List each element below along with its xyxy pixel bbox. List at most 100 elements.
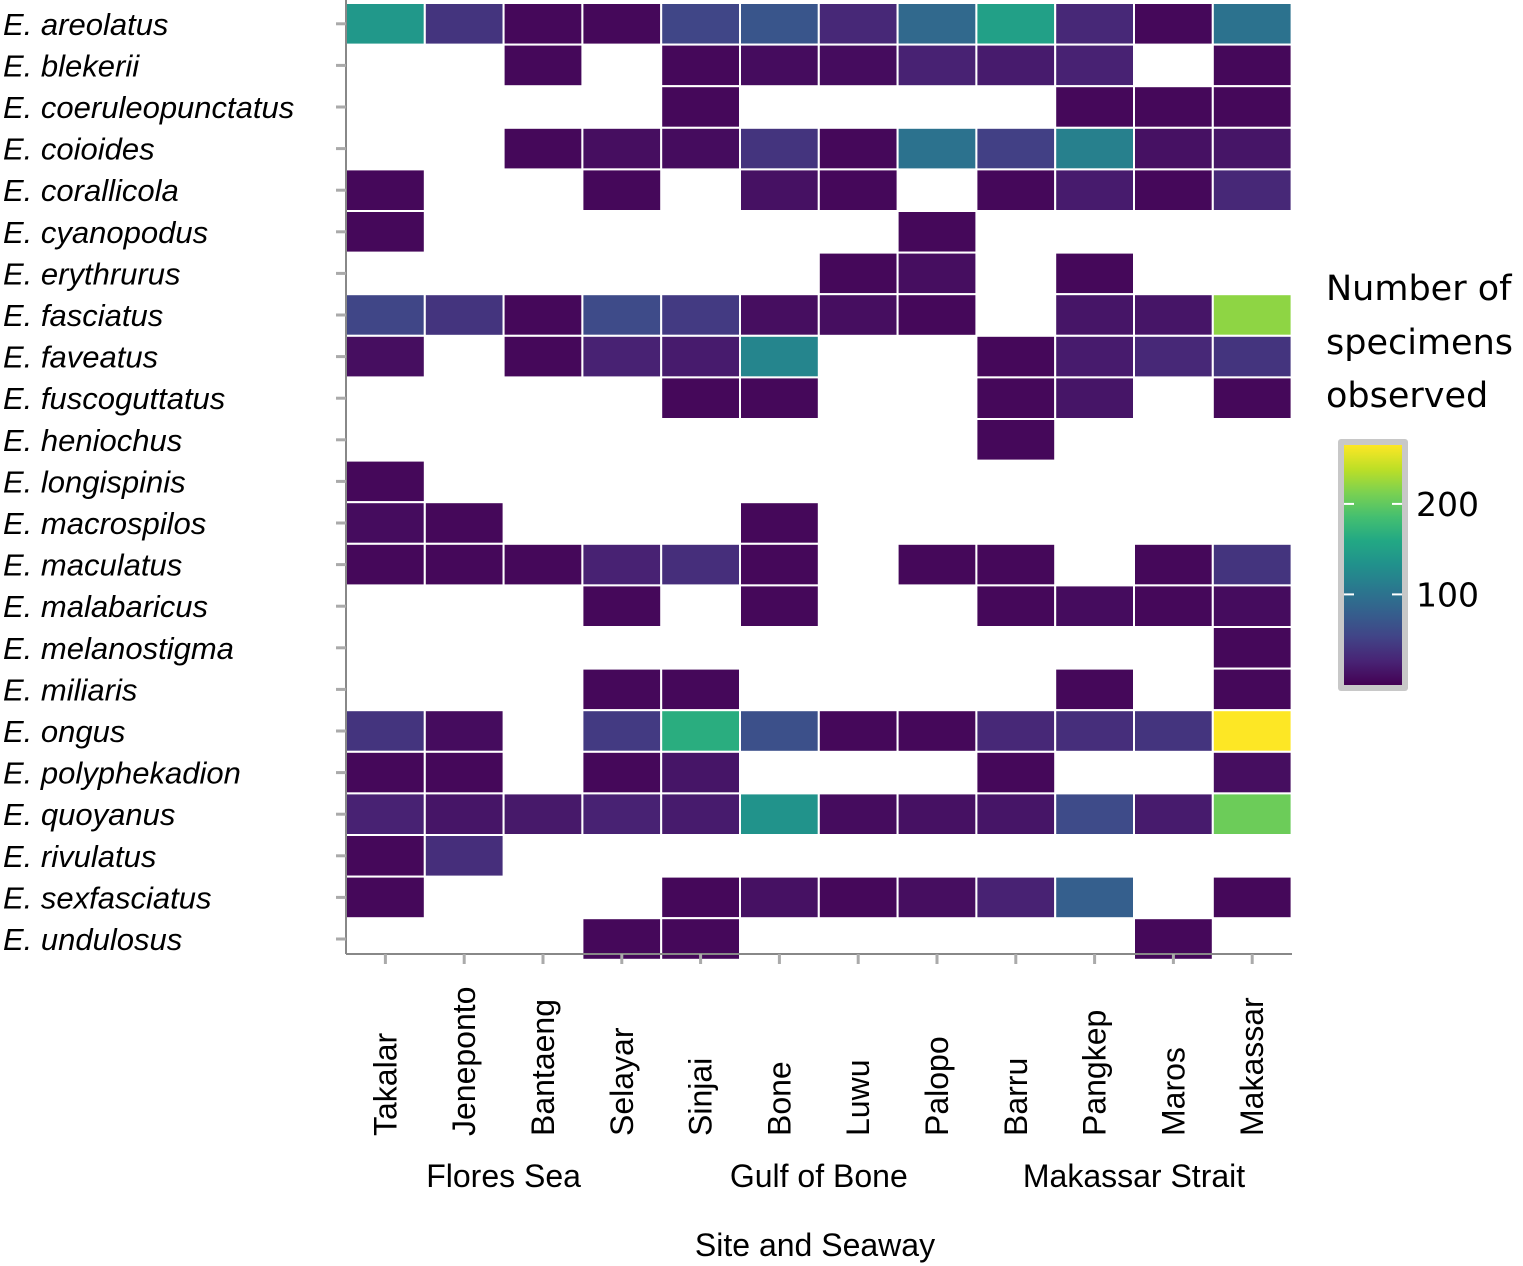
species-label: E. coioides bbox=[3, 132, 155, 167]
x-axis-title: Site and Seaway bbox=[695, 1227, 935, 1263]
heatmap-cell bbox=[975, 43, 1057, 88]
heatmap-cell bbox=[739, 168, 820, 212]
heatmap-cell bbox=[345, 293, 426, 337]
heatmap-cell bbox=[1054, 293, 1135, 337]
heatmap-cell bbox=[423, 709, 505, 753]
heatmap-cell bbox=[1211, 168, 1293, 212]
colorbar-tick-label: 200 bbox=[1416, 485, 1479, 524]
heatmap-cell bbox=[896, 2, 978, 46]
heatmap-cell bbox=[581, 293, 663, 337]
heatmap-cell bbox=[1211, 750, 1293, 795]
heatmap-cell bbox=[739, 875, 820, 920]
species-label: E. fuscoguttatus bbox=[3, 381, 225, 416]
heatmap-cell bbox=[1211, 376, 1293, 420]
species-label: E. sexfasciatus bbox=[3, 880, 211, 915]
heatmap-cell bbox=[975, 2, 1057, 46]
heatmap-cell bbox=[502, 542, 584, 587]
heatmap-cell bbox=[1133, 709, 1214, 753]
site-label: Bone bbox=[761, 1061, 797, 1136]
heatmap-cell bbox=[817, 251, 899, 296]
site-label: Maros bbox=[1155, 1047, 1191, 1136]
species-label: E. macrospilos bbox=[3, 506, 206, 541]
heatmap-cell bbox=[502, 126, 584, 171]
site-label: Luwu bbox=[840, 1060, 876, 1137]
legend-title-line-2: specimens bbox=[1326, 323, 1513, 363]
heatmap-cell bbox=[660, 542, 742, 587]
heatmap-cell bbox=[817, 709, 899, 753]
heatmap-cell bbox=[502, 293, 584, 337]
site-label: Jeneponto bbox=[446, 987, 482, 1136]
heatmap-cell bbox=[896, 709, 978, 753]
colorbar-ticks: 100 200 bbox=[1344, 485, 1479, 614]
heatmap-cell bbox=[817, 126, 899, 171]
heatmap-cell bbox=[423, 501, 505, 545]
heatmap-cell bbox=[423, 2, 505, 46]
heatmap-cell bbox=[660, 750, 742, 795]
heatmap-cell bbox=[345, 875, 426, 920]
heatmap-cell bbox=[896, 293, 978, 337]
heatmap-cell bbox=[345, 709, 426, 753]
heatmap-cell bbox=[1133, 168, 1214, 212]
species-label: E. polyphekadion bbox=[3, 756, 241, 791]
heatmap-cell bbox=[1211, 667, 1293, 712]
species-label: E. areolatus bbox=[3, 7, 168, 42]
axes bbox=[345, 0, 1292, 955]
heatmap-cell bbox=[1211, 875, 1293, 920]
heatmap-cell bbox=[660, 709, 742, 753]
heatmap-cell bbox=[1054, 376, 1135, 420]
species-label: E. maculatus bbox=[3, 548, 182, 583]
heatmap-cell bbox=[739, 376, 820, 420]
heatmap-cell bbox=[896, 251, 978, 296]
heatmap-cell bbox=[581, 709, 663, 753]
heatmap-cell bbox=[975, 168, 1057, 212]
site-labels: Takalar Jeneponto Bantaeng Selayar Sinjai Bon… bbox=[367, 954, 1270, 1136]
species-label: E. heniochus bbox=[3, 423, 182, 458]
heatmap-cell bbox=[581, 584, 663, 629]
heatmap-cell bbox=[975, 334, 1057, 379]
heatmap-cell bbox=[423, 293, 505, 337]
heatmap-cell bbox=[1054, 875, 1135, 920]
site-label: Palopo bbox=[919, 1036, 955, 1136]
site-label: Selayar bbox=[604, 1027, 640, 1136]
heatmap-cell bbox=[975, 584, 1057, 629]
heatmap-cell bbox=[896, 875, 978, 920]
heatmap-cell bbox=[581, 792, 663, 837]
legend-title-line-3: observed bbox=[1326, 376, 1488, 416]
heatmap-cell bbox=[660, 2, 742, 46]
species-label: E. quoyanus bbox=[3, 797, 175, 832]
heatmap-cell bbox=[1054, 334, 1135, 379]
heatmap-cell bbox=[1054, 792, 1135, 837]
species-label: E. melanostigma bbox=[3, 631, 234, 666]
heatmap-cell bbox=[1133, 2, 1214, 46]
species-label: E. faveatus bbox=[3, 340, 158, 375]
heatmap-cell bbox=[502, 43, 584, 88]
heatmap-cell bbox=[1133, 792, 1214, 837]
heatmap-cell bbox=[739, 542, 820, 587]
heatmap-cell bbox=[739, 293, 820, 337]
heatmap-cell bbox=[345, 542, 426, 587]
heatmap-cell bbox=[1211, 792, 1293, 837]
heatmap-cell bbox=[581, 542, 663, 587]
species-label: E. ongus bbox=[3, 714, 125, 749]
heatmap-cell bbox=[975, 376, 1057, 420]
heatmap-cell bbox=[1054, 2, 1135, 46]
colorbar-legend: Number of specimens observed 100 200 bbox=[1326, 269, 1513, 691]
heatmap-cell bbox=[975, 792, 1057, 837]
heatmap-cell bbox=[345, 834, 426, 878]
heatmap-cell bbox=[817, 875, 899, 920]
heatmap-cell bbox=[1054, 584, 1135, 629]
heatmap-cell bbox=[975, 709, 1057, 753]
colorbar-gradient bbox=[1344, 445, 1402, 685]
heatmap-cell bbox=[660, 875, 742, 920]
heatmap-cell bbox=[581, 667, 663, 712]
heatmap-cell bbox=[660, 792, 742, 837]
species-label: E. rivulatus bbox=[3, 839, 156, 874]
species-label: E. fasciatus bbox=[3, 298, 163, 333]
heatmap-cell bbox=[896, 43, 978, 88]
colorbar-tick-label: 100 bbox=[1416, 575, 1479, 614]
heatmap-cell bbox=[1133, 126, 1214, 171]
heatmap-cell bbox=[739, 709, 820, 753]
species-label: E. coeruleopunctatus bbox=[3, 90, 294, 125]
heatmap-cell bbox=[1211, 293, 1293, 337]
